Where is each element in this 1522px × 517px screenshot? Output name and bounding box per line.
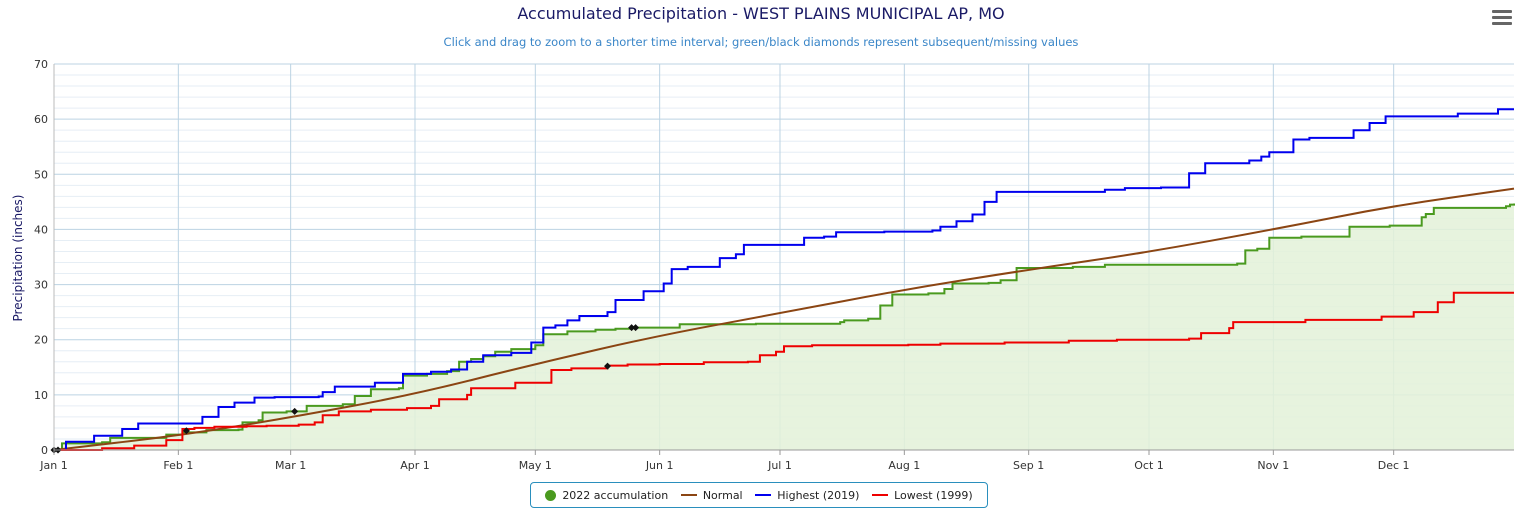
x-tick-label: Mar 1 bbox=[275, 459, 306, 472]
legend-symbol-normal bbox=[680, 494, 697, 496]
legend-symbol-accumulation bbox=[545, 489, 557, 501]
series-line-highest bbox=[54, 108, 1514, 451]
y-tick-label: 20 bbox=[34, 334, 48, 347]
legend-symbol-highest bbox=[755, 494, 772, 496]
menu-bar bbox=[1492, 16, 1512, 19]
x-tick-label: Jan 1 bbox=[39, 459, 67, 472]
legend-item-accumulation[interactable]: 2022 accumulation bbox=[545, 489, 668, 502]
missing-value-diamond bbox=[632, 324, 640, 332]
y-tick-label: 0 bbox=[41, 444, 48, 457]
missing-value-diamond bbox=[182, 427, 190, 435]
axis-layer: 0 10 20 30 40 50 60 70 Jan 1 Feb 1 Mar 1 Apr 1 May 1… bbox=[34, 58, 1514, 472]
x-tick-label: Apr 1 bbox=[400, 459, 430, 472]
x-tick-label: Feb 1 bbox=[163, 459, 193, 472]
x-tick-label: Jun 1 bbox=[645, 459, 674, 472]
series-line-lowest bbox=[54, 291, 1514, 451]
y-tick-label: 50 bbox=[34, 168, 48, 181]
chart-subtitle: Click and drag to zoom to a shorter time… bbox=[443, 35, 1079, 49]
y-tick-label: 40 bbox=[34, 223, 48, 236]
legend-item-lowest[interactable]: Lowest (1999) bbox=[872, 489, 973, 502]
legend-item-highest[interactable]: Highest (2019) bbox=[755, 489, 859, 502]
menu-bar bbox=[1492, 22, 1512, 25]
missing-value-diamond bbox=[604, 362, 612, 370]
x-tick-label: May 1 bbox=[519, 459, 552, 472]
menu-bar bbox=[1492, 10, 1512, 13]
x-tick-label: Oct 1 bbox=[1134, 459, 1164, 472]
y-axis-label: Precipitation (inches) bbox=[11, 195, 25, 322]
chart-title: Accumulated Precipitation - WEST PLAINS … bbox=[517, 4, 1005, 23]
x-tick-label: Dec 1 bbox=[1378, 459, 1410, 472]
series-layer bbox=[53, 108, 1515, 451]
legend-label-normal: Normal bbox=[702, 488, 743, 502]
legend-label-highest: Highest (2019) bbox=[777, 488, 860, 502]
legend-item-normal[interactable]: Normal bbox=[680, 488, 743, 502]
legend-label-accumulation: 2022 accumulation bbox=[562, 488, 669, 502]
x-tick-label: Jul 1 bbox=[767, 459, 792, 472]
x-tick-label: Nov 1 bbox=[1257, 459, 1289, 472]
series-line-normal bbox=[53, 187, 1515, 451]
missing-value-diamond bbox=[291, 407, 299, 415]
x-tick-label: Aug 1 bbox=[888, 459, 920, 472]
y-tick-label: 30 bbox=[34, 279, 48, 292]
missing-value-diamond bbox=[628, 324, 636, 332]
y-tick-label: 10 bbox=[34, 389, 48, 402]
legend-label-lowest: Lowest (1999) bbox=[894, 488, 973, 502]
y-tick-label: 60 bbox=[34, 113, 48, 126]
series-line-accumulation bbox=[54, 203, 1515, 451]
x-tick-label: Sep 1 bbox=[1013, 459, 1044, 472]
y-tick-label: 70 bbox=[34, 58, 48, 71]
chart-legend: 2022 accumulation Normal Highest (2019) … bbox=[530, 482, 988, 508]
hamburger-menu-icon[interactable] bbox=[1492, 10, 1512, 28]
legend-symbol-lowest bbox=[872, 494, 889, 496]
